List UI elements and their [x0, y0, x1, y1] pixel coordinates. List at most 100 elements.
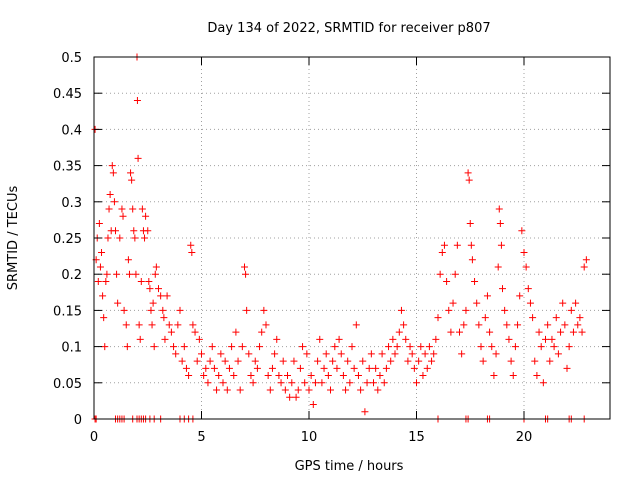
data-point — [447, 328, 455, 336]
x-axis-label: GPS time / hours — [295, 459, 404, 474]
data-point — [103, 270, 111, 278]
data-point — [372, 364, 380, 372]
y-tick-label: 0.45 — [53, 87, 82, 102]
data-point — [136, 335, 144, 343]
data-point — [94, 277, 102, 285]
data-point — [232, 328, 240, 336]
data-point — [529, 314, 537, 322]
y-tick-label: 0.3 — [61, 196, 82, 211]
data-point — [113, 270, 121, 278]
data-point — [524, 285, 532, 293]
data-point — [559, 299, 567, 307]
data-point — [576, 314, 584, 322]
data-point — [389, 335, 397, 343]
data-point — [557, 328, 565, 336]
data-point — [329, 357, 337, 365]
data-point — [142, 212, 150, 220]
data-point — [138, 205, 146, 213]
data-point — [286, 393, 294, 401]
data-point — [400, 321, 408, 329]
data-point — [460, 321, 468, 329]
data-point — [550, 343, 558, 351]
data-point — [473, 299, 481, 307]
data-point — [483, 292, 491, 300]
data-point — [569, 328, 577, 336]
data-point — [262, 321, 270, 329]
data-point — [520, 248, 528, 256]
data-point — [114, 299, 122, 307]
data-point — [335, 335, 343, 343]
data-point — [367, 350, 375, 358]
x-tick-label: 0 — [90, 430, 98, 445]
data-point — [496, 220, 504, 228]
data-point — [385, 343, 393, 351]
data-point — [486, 328, 494, 336]
data-point — [578, 328, 586, 336]
data-point — [128, 176, 136, 184]
data-point — [238, 343, 246, 351]
data-point — [413, 379, 420, 387]
data-point — [324, 372, 332, 380]
data-point — [249, 379, 257, 387]
data-point — [542, 335, 549, 343]
x-tick-label: 15 — [408, 430, 425, 445]
data-point — [434, 314, 442, 322]
data-point — [303, 350, 311, 358]
data-point — [129, 205, 137, 213]
data-point — [453, 241, 461, 249]
data-point — [253, 364, 261, 372]
data-point — [421, 350, 429, 358]
data-point — [159, 306, 167, 314]
data-point — [425, 343, 433, 351]
data-point — [397, 306, 405, 314]
data-points — [91, 53, 590, 423]
data-point — [108, 162, 116, 170]
data-point — [359, 357, 367, 365]
y-tick-label: 0.05 — [53, 377, 82, 392]
data-point — [552, 314, 560, 322]
data-point — [260, 306, 268, 314]
data-point — [344, 357, 352, 365]
data-point — [537, 343, 545, 351]
data-point — [105, 205, 113, 213]
data-point — [378, 350, 386, 358]
data-point — [264, 372, 272, 380]
data-point — [256, 343, 264, 351]
data-point — [382, 364, 390, 372]
data-point — [546, 357, 554, 365]
x-tick-label: 5 — [197, 430, 205, 445]
data-point — [241, 263, 248, 271]
data-point — [206, 357, 214, 365]
data-point — [213, 386, 221, 394]
data-point — [438, 248, 446, 256]
data-point — [354, 372, 362, 380]
data-point — [458, 350, 466, 358]
data-point — [580, 263, 588, 271]
data-point — [468, 256, 476, 264]
data-point — [514, 321, 522, 329]
data-point — [152, 263, 160, 271]
data-point — [243, 306, 251, 314]
data-point — [236, 386, 244, 394]
data-point — [417, 343, 425, 351]
data-point — [582, 256, 590, 264]
data-point — [357, 386, 365, 394]
y-tick-label: 0.1 — [61, 341, 82, 356]
data-point — [167, 328, 175, 336]
data-point — [247, 372, 255, 380]
data-point — [120, 306, 128, 314]
data-point — [137, 277, 145, 285]
data-point — [337, 350, 345, 358]
data-point — [258, 328, 266, 336]
y-tick-label: 0.25 — [53, 232, 82, 247]
data-point — [410, 364, 418, 372]
data-point — [178, 357, 186, 365]
y-tick-label: 0.15 — [53, 304, 82, 319]
data-point — [296, 364, 304, 372]
data-point — [188, 248, 196, 256]
data-point — [134, 154, 142, 162]
data-point — [174, 321, 182, 329]
data-point — [374, 386, 382, 394]
data-point — [145, 277, 153, 285]
